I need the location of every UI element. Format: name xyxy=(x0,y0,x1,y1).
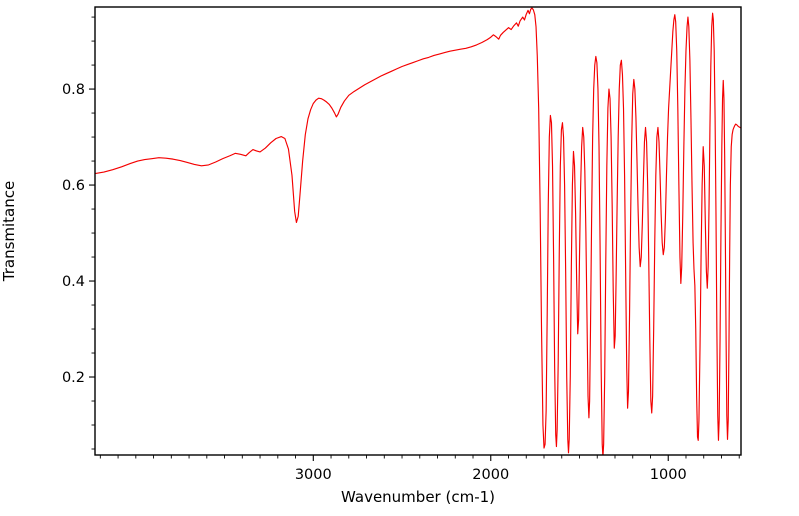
axes-frame xyxy=(94,6,742,456)
x-tick-label: 3000 xyxy=(295,467,332,483)
y-tick-label: 0.2 xyxy=(62,370,85,386)
x-axis-label: Wavenumber (cm-1) xyxy=(341,488,495,506)
x-tick-label: 1000 xyxy=(650,467,687,483)
y-tick-label: 0.6 xyxy=(62,178,85,194)
spectrum-line xyxy=(95,7,741,455)
y-axis-label: Transmitance xyxy=(0,180,18,282)
x-tick-label: 2000 xyxy=(472,467,509,483)
y-tick-label: 0.8 xyxy=(62,82,85,98)
y-tick-label: 0.4 xyxy=(62,274,85,290)
